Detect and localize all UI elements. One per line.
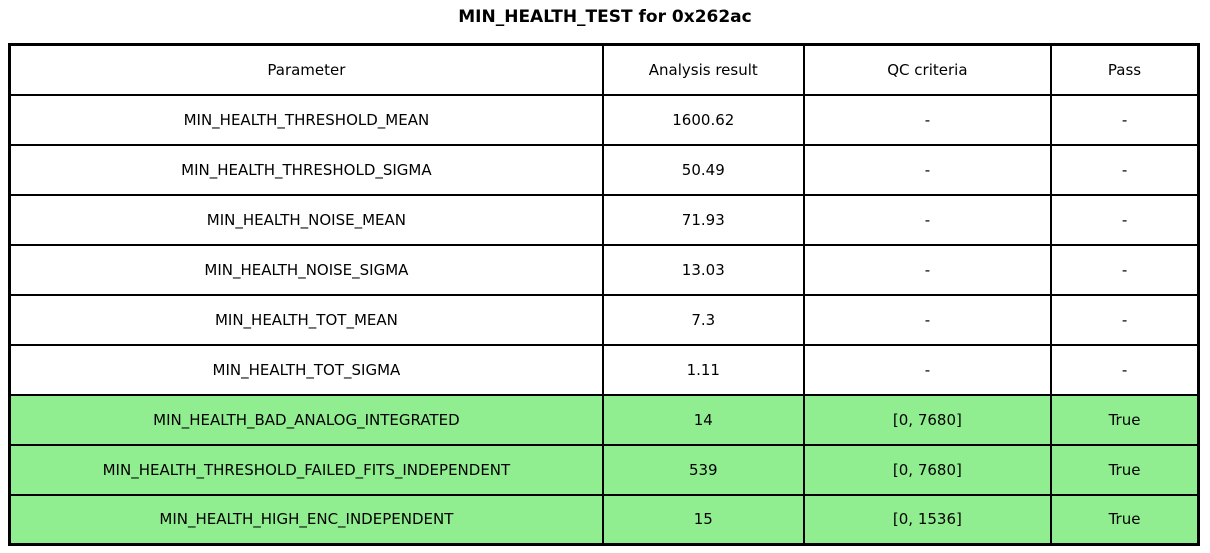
cell-pass: - [1050, 93, 1200, 146]
table-row: MIN_HEALTH_THRESHOLD_MEAN 1600.62 - - [8, 93, 1200, 146]
col-header-analysis-result: Analysis result [601, 43, 805, 96]
cell-analysis-result: 50.49 [601, 143, 805, 196]
cell-parameter: MIN_HEALTH_THRESHOLD_FAILED_FITS_INDEPEN… [8, 443, 604, 496]
cell-analysis-result: 1600.62 [601, 93, 805, 146]
cell-parameter: MIN_HEALTH_THRESHOLD_SIGMA [8, 143, 604, 196]
cell-parameter: MIN_HEALTH_BAD_ANALOG_INTEGRATED [8, 393, 604, 446]
cell-parameter: MIN_HEALTH_THRESHOLD_MEAN [8, 93, 604, 146]
table-body: MIN_HEALTH_THRESHOLD_MEAN 1600.62 - - MI… [8, 93, 1200, 546]
cell-analysis-result: 539 [601, 443, 805, 496]
cell-analysis-result: 7.3 [601, 293, 805, 346]
cell-pass: - [1050, 193, 1200, 246]
cell-analysis-result: 14 [601, 393, 805, 446]
cell-pass: - [1050, 343, 1200, 396]
cell-qc-criteria: [0, 7680] [802, 443, 1053, 496]
cell-analysis-result: 71.93 [601, 193, 805, 246]
cell-parameter: MIN_HEALTH_HIGH_ENC_INDEPENDENT [8, 493, 604, 546]
cell-qc-criteria: - [802, 343, 1053, 396]
table-row: MIN_HEALTH_TOT_SIGMA 1.11 - - [8, 343, 1200, 396]
cell-qc-criteria: - [802, 93, 1053, 146]
table-row: MIN_HEALTH_THRESHOLD_FAILED_FITS_INDEPEN… [8, 443, 1200, 496]
cell-parameter: MIN_HEALTH_NOISE_SIGMA [8, 243, 604, 296]
cell-pass: True [1050, 443, 1200, 496]
cell-parameter: MIN_HEALTH_TOT_SIGMA [8, 343, 604, 396]
cell-pass: - [1050, 143, 1200, 196]
qc-results-table: Parameter Analysis result QC criteria Pa… [8, 43, 1200, 546]
table-header-row: Parameter Analysis result QC criteria Pa… [8, 43, 1200, 96]
cell-pass: - [1050, 293, 1200, 346]
col-header-pass: Pass [1050, 43, 1200, 96]
cell-qc-criteria: - [802, 293, 1053, 346]
cell-qc-criteria: - [802, 243, 1053, 296]
cell-analysis-result: 1.11 [601, 343, 805, 396]
cell-pass: True [1050, 393, 1200, 446]
cell-pass: - [1050, 243, 1200, 296]
table-row: MIN_HEALTH_TOT_MEAN 7.3 - - [8, 293, 1200, 346]
cell-analysis-result: 15 [601, 493, 805, 546]
table-row: MIN_HEALTH_NOISE_SIGMA 13.03 - - [8, 243, 1200, 296]
table-row: MIN_HEALTH_THRESHOLD_SIGMA 50.49 - - [8, 143, 1200, 196]
table-row: MIN_HEALTH_BAD_ANALOG_INTEGRATED 14 [0, … [8, 393, 1200, 446]
page-title: MIN_HEALTH_TEST for 0x262ac [458, 7, 752, 27]
cell-qc-criteria: [0, 1536] [802, 493, 1053, 546]
cell-qc-criteria: - [802, 193, 1053, 246]
cell-qc-criteria: - [802, 143, 1053, 196]
cell-parameter: MIN_HEALTH_NOISE_MEAN [8, 193, 604, 246]
cell-parameter: MIN_HEALTH_TOT_MEAN [8, 293, 604, 346]
cell-analysis-result: 13.03 [601, 243, 805, 296]
col-header-parameter: Parameter [8, 43, 604, 96]
table-row: MIN_HEALTH_NOISE_MEAN 71.93 - - [8, 193, 1200, 246]
col-header-qc-criteria: QC criteria [802, 43, 1053, 96]
cell-pass: True [1050, 493, 1200, 546]
table-row: MIN_HEALTH_HIGH_ENC_INDEPENDENT 15 [0, 1… [8, 493, 1200, 546]
cell-qc-criteria: [0, 7680] [802, 393, 1053, 446]
